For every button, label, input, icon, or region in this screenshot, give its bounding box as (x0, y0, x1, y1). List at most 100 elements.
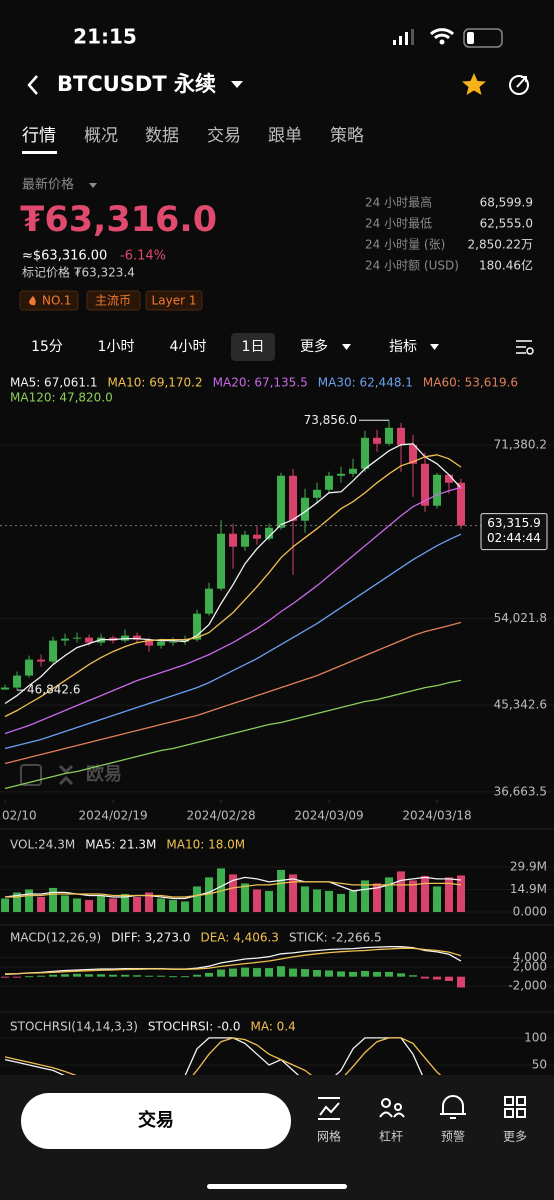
interval[interactable]: 1小时 (98, 339, 135, 355)
candle-body (325, 475, 334, 490)
volume-bar (1, 898, 10, 912)
candle-body (13, 675, 22, 688)
action-label[interactable]: 网格 (317, 1129, 341, 1144)
legend-entry: VOL:24.3M (10, 838, 75, 852)
candle-body (313, 489, 322, 498)
stat-value: 68,599.9 (480, 196, 533, 210)
price-annotation: 46,842.6 (27, 683, 80, 697)
watermark: 欧易 (20, 763, 122, 786)
toolbar: 15分 1小时 4小时 1日 更多 指标 (31, 333, 534, 361)
legend-entry: MA10: 18.0M (166, 838, 245, 852)
favorite-star[interactable] (462, 73, 486, 95)
action-label[interactable]: 更多 (503, 1130, 527, 1144)
legend-entry: STOCHRSI(14,14,3,3) (10, 1020, 138, 1034)
macd-bar (61, 974, 70, 977)
usd-price: ≈$63,316.00 (22, 249, 107, 264)
volume-bar (217, 868, 226, 912)
candle-body (421, 463, 430, 506)
charts: MA5: 67,061.1 MA10: 69,170.2 MA20: 67,135.… (0, 376, 554, 1075)
series-line (4, 454, 462, 718)
tab[interactable]: 交易 (207, 126, 241, 146)
macd-bar (145, 975, 154, 977)
candle-body (145, 639, 154, 646)
status-icons (393, 28, 503, 48)
volume-bar (229, 874, 238, 912)
macd-bar (337, 971, 346, 977)
candle-body (229, 533, 238, 547)
symbol-dropdown[interactable] (231, 81, 243, 88)
volume-bar (457, 875, 466, 912)
macd-bar (1, 976, 10, 978)
candle-body (349, 468, 358, 474)
volume-bar (445, 877, 454, 912)
legend-entry: MA60: 53,619.6 (423, 376, 518, 390)
macd-bar (421, 976, 430, 979)
watermark-text: 欧易 (86, 763, 122, 785)
volume-bar (337, 893, 346, 912)
tab[interactable]: 策略 (330, 126, 364, 146)
panel-overlay: STOCHRSI(14,14,3,3) STOCHRSI: -0.0 MA: 0.4… (10, 1020, 547, 1072)
x-tick-label: 2024/02/19 (78, 809, 147, 823)
macd-bar (301, 969, 310, 977)
status-time: 21:15 (73, 25, 137, 49)
y-tick-label: 0.000 (513, 905, 547, 919)
y-tick-label: 71,380.2 (494, 438, 547, 452)
macd-bar (157, 975, 166, 977)
stat-label: 24 小时额 (USD) (365, 259, 459, 273)
stat-label: 24 小时最高 (365, 195, 432, 210)
legend-entry: MA5: 67,061.1 (10, 376, 98, 390)
candle-body (37, 659, 46, 662)
macd-bar (265, 968, 274, 977)
tab[interactable]: 行情 (22, 126, 56, 146)
x-tick-label: 02/10 (2, 809, 37, 823)
volume-bar (241, 883, 250, 912)
volume-bar (325, 890, 334, 912)
candle-body (133, 635, 142, 640)
tab[interactable]: 跟单 (268, 126, 302, 146)
interval[interactable]: 15分 (31, 339, 63, 355)
candle-body (289, 475, 298, 521)
indicators[interactable]: 指标 (389, 339, 417, 355)
interval[interactable]: 4小时 (170, 339, 207, 355)
candle-body (409, 444, 418, 464)
interval[interactable]: 1日 (242, 339, 265, 355)
volume-bar (289, 874, 298, 912)
macd-bar (169, 976, 178, 978)
macd-bar (457, 976, 466, 988)
legend-entry: DIFF: 3,273.0 (111, 931, 190, 945)
trade-button[interactable] (21, 1093, 291, 1149)
macd-bar (445, 976, 454, 981)
candle-body (385, 427, 394, 444)
volume-bar (409, 880, 418, 912)
price-label-caret[interactable] (89, 183, 97, 188)
volume-bar (73, 898, 82, 912)
legend-entry: MA: 0.4 (250, 1020, 295, 1034)
stat-label: 24 小时量 (张) (365, 238, 445, 252)
macd-bar (349, 971, 358, 977)
y-tick-label: 100 (524, 1030, 547, 1044)
macd-bar (361, 970, 370, 977)
action-label[interactable]: 杠杆 (379, 1129, 403, 1144)
volume-bar (385, 877, 394, 912)
candle-body (193, 613, 202, 640)
back-button[interactable] (27, 75, 38, 95)
y-tick-label: 54,021.8 (494, 611, 547, 625)
more-intervals[interactable]: 更多 (300, 338, 328, 355)
tab[interactable]: 数据 (145, 126, 179, 146)
panel (0, 866, 554, 913)
tab[interactable]: 概况 (84, 126, 118, 146)
candle-body (85, 637, 94, 643)
macd-bar (385, 971, 394, 977)
macd-bar (229, 968, 238, 977)
action-label[interactable]: 预警 (441, 1129, 465, 1144)
macd-bar (325, 970, 334, 977)
chart-settings[interactable] (516, 340, 534, 355)
stat-value: 180.46亿 (479, 258, 533, 273)
volume-bar (49, 887, 58, 912)
y-tick-label: 2,000 (513, 960, 547, 974)
volume-bar (121, 893, 130, 912)
candle-body (241, 534, 250, 547)
share-icon[interactable] (509, 75, 529, 95)
stats: 24 小时最高 68,599.9 24 小时最低 62,555.0 24 小时量 (张)… (365, 195, 533, 273)
